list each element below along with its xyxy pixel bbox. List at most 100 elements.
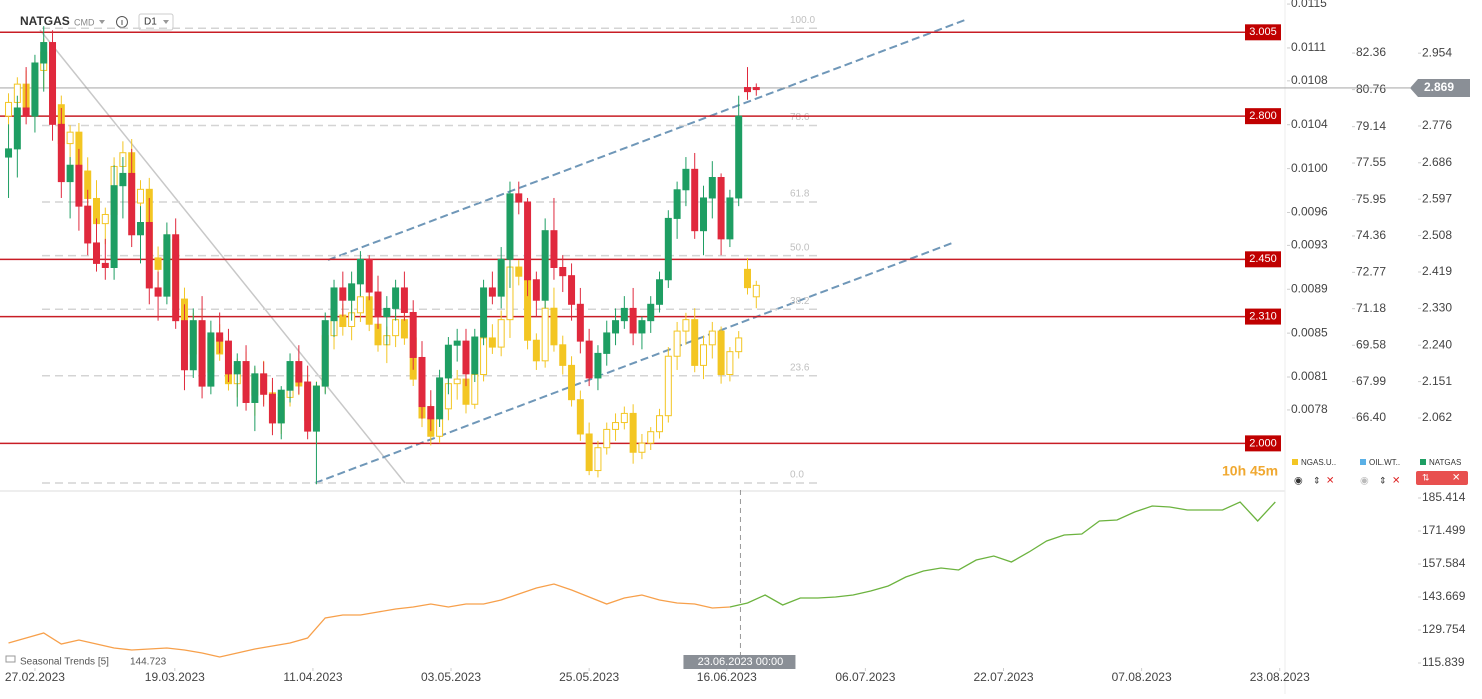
order-icon[interactable]: ⇕ xyxy=(1379,475,1387,485)
candle-body xyxy=(620,307,628,322)
candle-body xyxy=(233,361,241,375)
y-tick-label: 2.508 xyxy=(1422,228,1452,242)
candle-body xyxy=(207,332,215,387)
candle-body xyxy=(576,399,584,435)
channel-upper xyxy=(327,19,966,261)
candle-body xyxy=(541,307,549,362)
candle-body xyxy=(128,172,136,236)
indicator-icon[interactable] xyxy=(5,655,16,663)
y-tick-label: 0.0100 xyxy=(1291,161,1328,175)
level-badge xyxy=(1245,308,1281,325)
candle-body xyxy=(101,213,109,225)
candle-body xyxy=(568,364,576,401)
candle-body xyxy=(84,205,92,244)
level-badge xyxy=(1245,251,1281,268)
candle-body xyxy=(295,361,303,383)
y-tick-label: 0.0078 xyxy=(1291,402,1328,416)
candle-body xyxy=(656,415,664,433)
y-tick-label: 0.0096 xyxy=(1291,205,1328,219)
candle-body xyxy=(612,320,620,334)
y-tick-label: 0.0108 xyxy=(1291,73,1328,87)
y-tick-label: 0.0089 xyxy=(1291,281,1328,295)
fib-label: 0.0 xyxy=(790,470,804,481)
x-tick-label: 03.05.2023 xyxy=(421,670,481,684)
series-controls[interactable] xyxy=(1416,471,1468,485)
y-tick-label: 77.55 xyxy=(1356,155,1386,169)
candle-body xyxy=(101,262,109,268)
remove-icon[interactable]: ✕ xyxy=(1326,476,1334,487)
candle-body xyxy=(488,337,496,348)
candle-body xyxy=(22,107,30,117)
candle-body xyxy=(752,284,760,298)
candle-body xyxy=(348,283,356,301)
candle-body xyxy=(629,307,637,334)
y-tick-label: 2.419 xyxy=(1422,264,1452,278)
level-badge xyxy=(1245,435,1281,452)
candle-body xyxy=(726,197,734,240)
dropdown-icon[interactable] xyxy=(99,20,105,24)
candle-body xyxy=(13,107,21,150)
timeframe-box[interactable] xyxy=(138,13,174,31)
candle-body xyxy=(585,433,593,472)
candle-body xyxy=(392,319,400,337)
candle-body xyxy=(172,234,180,322)
crosshair-label: 23.06.2023 00:00 xyxy=(698,656,784,668)
candle-body xyxy=(480,287,488,338)
candle-body xyxy=(93,242,101,264)
candle-body xyxy=(383,307,391,318)
candle-body xyxy=(550,230,558,268)
candle-body xyxy=(260,373,268,395)
candle-body xyxy=(136,188,144,204)
candle-body xyxy=(585,340,593,379)
y-tick-label: 157.584 xyxy=(1422,556,1466,570)
candle-body xyxy=(515,266,523,277)
candle-body xyxy=(180,320,188,371)
x-tick-label: 06.07.2023 xyxy=(835,670,895,684)
eye-icon[interactable]: ◉ xyxy=(1360,476,1369,487)
y-tick-label: 2.776 xyxy=(1422,118,1452,132)
candle-body xyxy=(743,268,751,289)
legend-swatch xyxy=(1360,459,1366,465)
candle-body xyxy=(620,412,628,424)
y-tick-label: 0.0093 xyxy=(1291,238,1328,252)
order-icon[interactable]: ⇕ xyxy=(1313,475,1321,485)
y-tick-label: 69.58 xyxy=(1356,337,1386,351)
timeframe[interactable]: D1 xyxy=(144,17,157,28)
candle-body xyxy=(418,356,426,408)
candle-body xyxy=(594,447,602,472)
candle-body xyxy=(629,412,637,453)
y-tick-label: 75.95 xyxy=(1356,192,1386,206)
y-tick-label: 2.062 xyxy=(1422,410,1452,424)
x-tick-label: 16.06.2023 xyxy=(697,670,757,684)
candle-body xyxy=(339,314,347,328)
candle-body xyxy=(682,168,690,191)
remove-icon[interactable]: ✕ xyxy=(1392,476,1400,487)
y-tick-label: 0.0081 xyxy=(1291,369,1328,383)
candle-body xyxy=(700,197,708,232)
legend-label[interactable]: OIL.WT.. xyxy=(1369,458,1400,467)
crosshair-badge xyxy=(683,655,796,669)
candle-body xyxy=(647,431,655,444)
legend-label[interactable]: NATGAS xyxy=(1429,458,1461,467)
settings-icon[interactable]: ⇅ xyxy=(1422,472,1430,482)
y-tick-label: 67.99 xyxy=(1356,374,1386,388)
candle-body xyxy=(251,373,259,403)
x-tick-label: 27.02.2023 xyxy=(5,670,65,684)
candle-body xyxy=(726,351,734,376)
level-badge xyxy=(1245,108,1281,125)
x-tick-label: 11.04.2023 xyxy=(283,670,342,684)
candle-body xyxy=(409,311,417,358)
level-label: 2.000 xyxy=(1249,437,1277,449)
candle-body xyxy=(216,332,224,342)
x-tick-label: 22.07.2023 xyxy=(973,670,1033,684)
x-tick-label: 19.03.2023 xyxy=(145,670,205,684)
eye-icon[interactable]: ◉ xyxy=(1294,476,1303,487)
candle-body xyxy=(691,168,699,232)
legend-label[interactable]: NGAS.U.. xyxy=(1301,458,1336,467)
candle-body xyxy=(559,266,567,277)
remove-icon[interactable]: ✕ xyxy=(1452,473,1460,484)
candle-body xyxy=(339,287,347,301)
candle-body xyxy=(532,279,540,301)
candle-timer: 10h 45m xyxy=(1222,463,1278,479)
